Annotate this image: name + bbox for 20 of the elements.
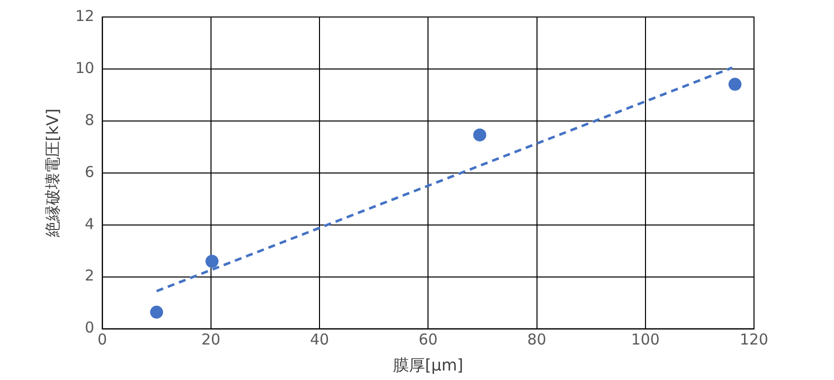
y-tick-label: 10 [75, 58, 94, 77]
point [473, 128, 486, 142]
y-tick-label: 6 [84, 162, 94, 181]
x-tick-label: 80 [527, 330, 546, 349]
x-tick-label: 120 [740, 330, 768, 349]
y-tick-label: 0 [84, 318, 94, 337]
y-tick-label: 2 [84, 266, 94, 285]
x-tick-label: 20 [201, 330, 220, 349]
y-tick-label: 8 [84, 110, 94, 129]
x-tick-label: 60 [418, 330, 438, 349]
x-axis-title: 膜厚[μm] [393, 356, 464, 375]
point [728, 78, 742, 91]
x-tick-label: 40 [310, 330, 330, 349]
point [205, 254, 218, 268]
y-tick-label: 4 [84, 214, 94, 233]
y-tick-label: 12 [75, 6, 94, 25]
x-tick-label: 0 [98, 330, 108, 349]
y-axis-title: 絶縁破壊電圧[kV] [42, 108, 62, 238]
point [150, 306, 164, 319]
x-tick-label: 100 [631, 330, 660, 349]
